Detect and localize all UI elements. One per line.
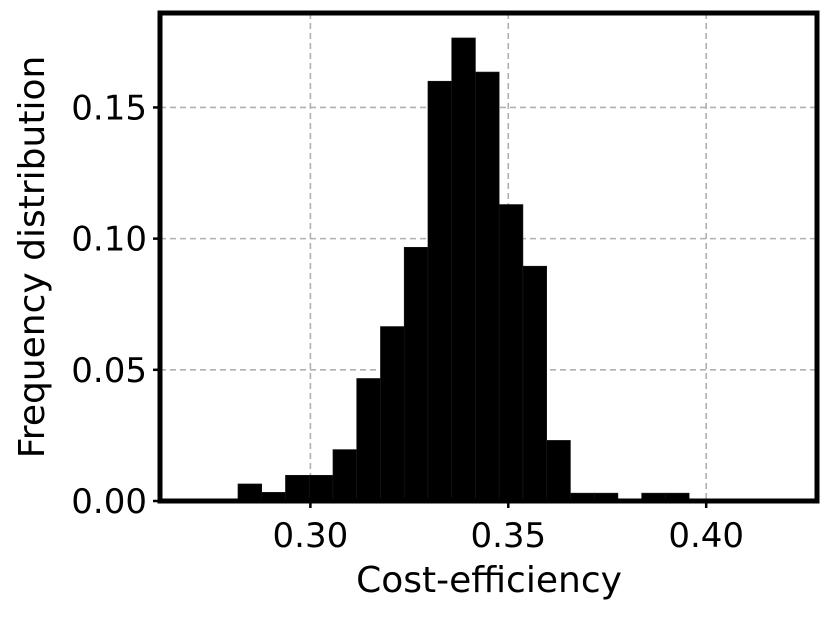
histogram-bar xyxy=(380,326,405,502)
y-tick-label: 0.10 xyxy=(71,220,147,260)
y-tick-label: 0.15 xyxy=(71,88,147,128)
y-tick-label: 0.05 xyxy=(71,351,147,391)
histogram-bar xyxy=(522,265,547,502)
y-axis-title: Frequency distribution xyxy=(12,56,53,459)
histogram-bar xyxy=(451,37,476,502)
histogram-bar xyxy=(546,440,571,502)
histogram-bar xyxy=(403,246,429,502)
histogram-bar xyxy=(475,71,500,502)
y-tick-label: 0.00 xyxy=(71,482,147,522)
histogram-bar xyxy=(356,378,381,502)
x-tick-label: 0.40 xyxy=(668,516,744,556)
histogram-bar xyxy=(285,474,310,502)
histogram-bars xyxy=(237,37,690,502)
histogram-bar xyxy=(237,483,263,502)
histogram-bar xyxy=(308,474,334,502)
x-tick-label: 0.35 xyxy=(470,516,546,556)
x-tick-label: 0.30 xyxy=(273,516,349,556)
histogram-bar xyxy=(332,449,358,502)
axis-ticks: 0.30 0.35 0.40 0.00 0.05 0.10 0.15 xyxy=(71,88,744,556)
histogram-bar xyxy=(498,204,524,502)
plot-frame xyxy=(157,10,820,504)
histogram-bar xyxy=(427,80,452,502)
x-axis-title: Cost-efficiency xyxy=(356,560,622,601)
